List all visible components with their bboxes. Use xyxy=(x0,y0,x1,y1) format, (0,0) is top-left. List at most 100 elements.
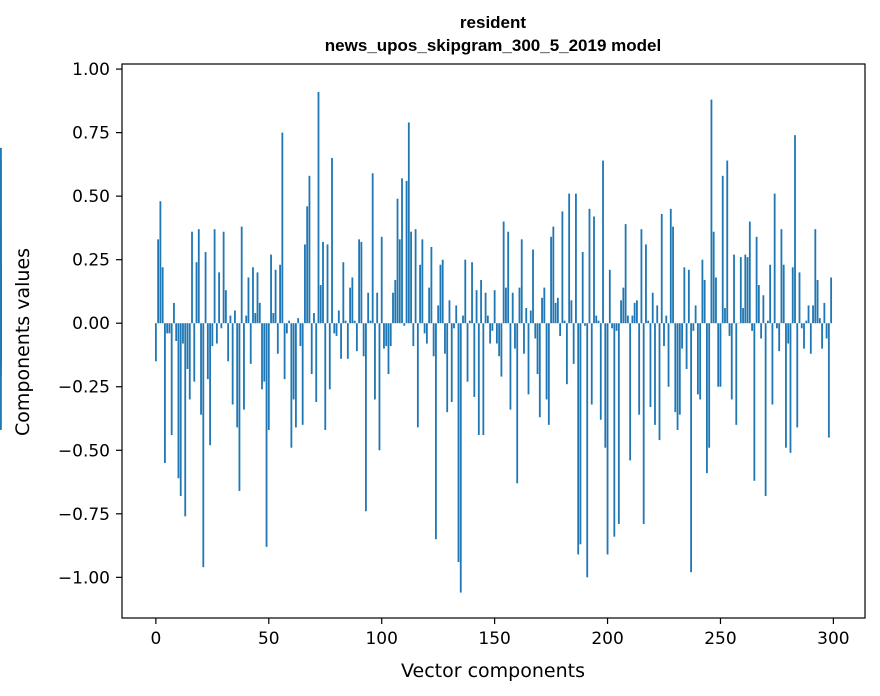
bar-59 xyxy=(288,320,291,324)
bar-undefined xyxy=(0,290,2,324)
bar-211 xyxy=(631,315,634,324)
bar-23 xyxy=(206,323,209,380)
bar-152 xyxy=(498,323,501,357)
y-tick-label: −0.25 xyxy=(58,378,110,398)
y-axis-label: Components values xyxy=(12,248,34,436)
bar-122 xyxy=(430,246,433,324)
bar-118 xyxy=(421,239,424,324)
bar-104 xyxy=(389,323,392,347)
bar-275 xyxy=(776,323,778,329)
bar-19 xyxy=(197,229,200,324)
bar-290 xyxy=(809,323,812,354)
bar-7 xyxy=(170,323,173,436)
bar-221 xyxy=(654,323,656,425)
bar-204 xyxy=(615,323,618,331)
bar-125 xyxy=(437,305,440,324)
bar-170 xyxy=(538,323,541,418)
bar-191 xyxy=(586,323,589,578)
y-tick-label: 0.00 xyxy=(72,314,110,334)
bar-249 xyxy=(717,323,720,387)
bar-75 xyxy=(324,323,327,430)
bar-264 xyxy=(751,323,753,331)
bar-194 xyxy=(593,216,595,324)
bar-262 xyxy=(746,257,749,324)
y-tick-label: −1.00 xyxy=(58,568,110,588)
x-axis-ticks: 0 50 100 150 200 250 300 xyxy=(150,618,850,649)
bar-299 xyxy=(830,277,833,324)
bar-187 xyxy=(577,323,580,555)
x-tick-label: 200 xyxy=(591,629,623,649)
bar-144 xyxy=(480,280,482,324)
bar-67 xyxy=(306,206,309,324)
bar-175 xyxy=(550,236,552,324)
bar-129 xyxy=(446,323,449,413)
bar-31 xyxy=(224,290,227,324)
bar-201 xyxy=(608,269,611,324)
bar-41 xyxy=(247,277,250,324)
bar-234 xyxy=(683,267,686,324)
bar-159 xyxy=(514,323,516,349)
bar-296 xyxy=(823,302,826,324)
bar-28 xyxy=(218,272,221,324)
bar-127 xyxy=(441,259,444,324)
bar-106 xyxy=(394,280,397,324)
bar-70 xyxy=(313,313,315,324)
bar-173 xyxy=(545,323,548,400)
bar-113 xyxy=(410,231,412,324)
bar-91 xyxy=(360,241,363,324)
bar-22 xyxy=(204,252,207,324)
bar-35 xyxy=(234,310,236,324)
bar-269 xyxy=(762,295,765,324)
bar-78 xyxy=(331,158,333,324)
bar-231 xyxy=(676,323,679,430)
bar-183 xyxy=(568,193,571,324)
bar-114 xyxy=(412,323,415,347)
bar-259 xyxy=(739,257,742,324)
x-tick-label: 150 xyxy=(478,629,510,649)
bar-42 xyxy=(249,323,252,364)
bar-239 xyxy=(694,305,697,324)
bar-245 xyxy=(708,323,711,448)
bar-16 xyxy=(191,231,193,324)
bar-82 xyxy=(340,323,342,359)
bar-251 xyxy=(721,175,724,324)
bar-110 xyxy=(403,323,406,326)
bar-227 xyxy=(667,323,670,387)
bar-160 xyxy=(516,323,519,484)
bar-9 xyxy=(175,323,178,341)
bar-40 xyxy=(245,315,248,324)
bar-243 xyxy=(703,280,706,324)
bar-220 xyxy=(651,292,654,324)
bar-72 xyxy=(317,91,320,324)
bar-190 xyxy=(584,323,586,326)
bar-188 xyxy=(579,323,582,545)
bar-238 xyxy=(692,323,695,331)
bar-232 xyxy=(678,323,681,415)
bar-32 xyxy=(227,323,230,362)
chart-subtitle: news_upos_skipgram_300_5_2019 model xyxy=(325,36,661,55)
bar-124 xyxy=(435,323,437,540)
bar-265 xyxy=(753,323,756,481)
bar-94 xyxy=(367,292,370,324)
bar-250 xyxy=(719,323,722,387)
bar-37 xyxy=(238,323,241,491)
bar-255 xyxy=(730,323,733,400)
y-tick-label: 0.25 xyxy=(72,251,110,271)
bar-286 xyxy=(800,323,803,329)
y-tick-label: 0.75 xyxy=(72,124,110,144)
bar-278 xyxy=(782,264,785,324)
bar-222 xyxy=(656,305,659,324)
bar-21 xyxy=(202,323,205,568)
bar-73 xyxy=(319,285,322,324)
bar-280 xyxy=(787,323,790,344)
bar-116 xyxy=(416,323,419,428)
bar-148 xyxy=(489,323,492,344)
bar-99 xyxy=(378,323,381,451)
bar-96 xyxy=(371,173,374,324)
bar-33 xyxy=(229,315,232,324)
bar-273 xyxy=(771,323,774,405)
bar-172 xyxy=(543,287,546,324)
bar-294 xyxy=(818,318,821,324)
bar-235 xyxy=(685,323,688,369)
bar-154 xyxy=(502,221,505,324)
